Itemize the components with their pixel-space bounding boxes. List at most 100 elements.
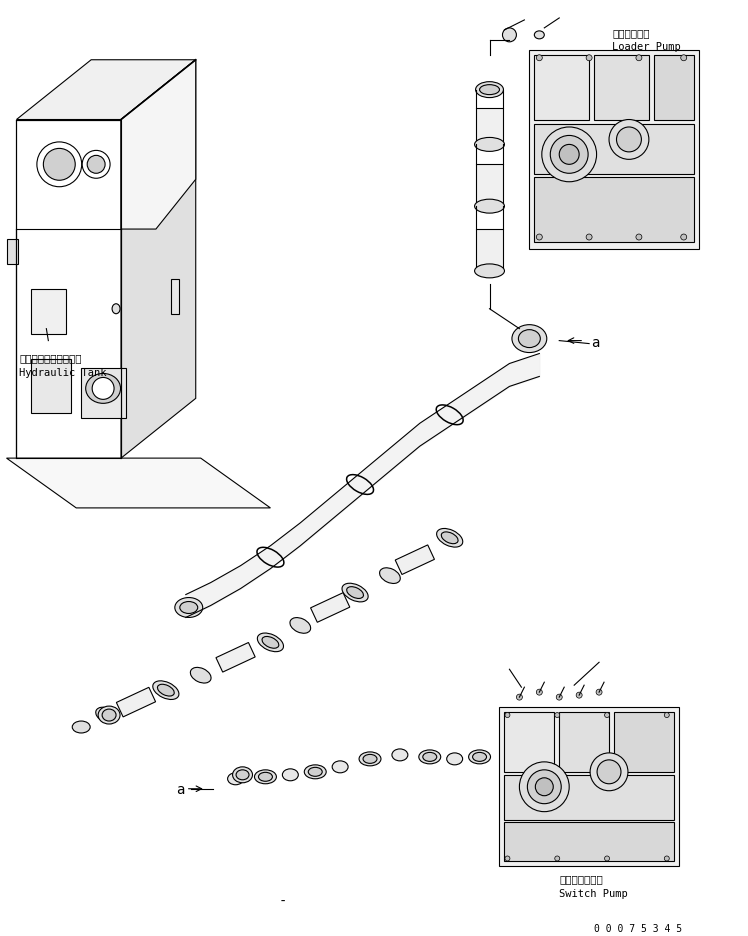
Ellipse shape <box>586 234 592 240</box>
Polygon shape <box>16 60 196 120</box>
Text: 0 0 0 7 5 3 4 5: 0 0 0 7 5 3 4 5 <box>594 924 682 934</box>
Ellipse shape <box>551 136 588 173</box>
Ellipse shape <box>304 765 326 779</box>
Ellipse shape <box>527 769 561 804</box>
Ellipse shape <box>476 81 503 97</box>
Ellipse shape <box>474 199 504 213</box>
Ellipse shape <box>308 768 322 776</box>
Ellipse shape <box>597 760 621 783</box>
Bar <box>171 279 179 314</box>
Polygon shape <box>310 592 350 622</box>
Ellipse shape <box>512 325 547 353</box>
Bar <box>534 55 589 120</box>
Ellipse shape <box>392 749 408 761</box>
Ellipse shape <box>346 587 364 598</box>
Ellipse shape <box>557 695 562 700</box>
Ellipse shape <box>519 762 569 812</box>
Ellipse shape <box>86 373 120 403</box>
Ellipse shape <box>473 753 486 761</box>
Ellipse shape <box>590 753 628 791</box>
Bar <box>7 239 19 264</box>
Ellipse shape <box>518 329 540 347</box>
Ellipse shape <box>560 144 579 165</box>
Ellipse shape <box>259 772 272 782</box>
Ellipse shape <box>233 767 253 782</box>
Ellipse shape <box>254 769 277 783</box>
Ellipse shape <box>290 618 310 634</box>
Bar <box>504 775 674 820</box>
Text: ローダポンプ: ローダポンプ <box>612 28 649 37</box>
Ellipse shape <box>102 709 116 721</box>
Bar <box>31 289 67 333</box>
Bar <box>476 165 503 204</box>
Text: Hydraulic Tank: Hydraulic Tank <box>19 369 107 378</box>
Polygon shape <box>121 60 196 229</box>
Ellipse shape <box>586 55 592 61</box>
Polygon shape <box>395 545 435 575</box>
Ellipse shape <box>536 689 542 695</box>
Ellipse shape <box>423 753 437 761</box>
Polygon shape <box>500 707 678 867</box>
Bar <box>614 712 674 772</box>
Ellipse shape <box>158 684 174 696</box>
Ellipse shape <box>441 532 458 544</box>
Text: a: a <box>591 336 599 349</box>
Ellipse shape <box>536 234 542 240</box>
Ellipse shape <box>342 583 368 602</box>
Ellipse shape <box>153 680 179 699</box>
Ellipse shape <box>262 636 279 649</box>
Ellipse shape <box>609 120 649 159</box>
Ellipse shape <box>92 377 114 400</box>
Text: スイッチポンプ: スイッチポンプ <box>560 874 603 885</box>
Polygon shape <box>121 60 196 458</box>
Ellipse shape <box>474 264 504 278</box>
Ellipse shape <box>332 761 348 773</box>
Ellipse shape <box>363 754 377 764</box>
Ellipse shape <box>604 712 610 718</box>
Polygon shape <box>16 120 121 458</box>
Text: ハイドロリックタンク: ハイドロリックタンク <box>19 354 82 363</box>
Ellipse shape <box>468 750 491 764</box>
Ellipse shape <box>505 712 510 718</box>
Bar <box>654 55 693 120</box>
Ellipse shape <box>419 750 441 764</box>
Bar <box>560 712 609 772</box>
Polygon shape <box>7 458 271 508</box>
Ellipse shape <box>536 778 554 796</box>
Ellipse shape <box>43 149 76 181</box>
Ellipse shape <box>479 84 500 95</box>
Ellipse shape <box>236 769 249 780</box>
Polygon shape <box>117 687 156 717</box>
Ellipse shape <box>555 856 560 861</box>
Ellipse shape <box>604 856 610 861</box>
Bar <box>476 108 503 142</box>
Bar <box>504 822 674 861</box>
Ellipse shape <box>359 752 381 766</box>
Ellipse shape <box>534 31 545 38</box>
Bar <box>82 369 126 418</box>
Ellipse shape <box>73 721 91 733</box>
Ellipse shape <box>505 856 510 861</box>
Ellipse shape <box>437 529 463 548</box>
Ellipse shape <box>190 667 211 683</box>
Ellipse shape <box>474 138 504 152</box>
Ellipse shape <box>98 706 120 724</box>
Ellipse shape <box>112 304 120 314</box>
Ellipse shape <box>636 234 642 240</box>
Ellipse shape <box>542 127 597 182</box>
Ellipse shape <box>664 712 669 718</box>
Ellipse shape <box>175 597 203 618</box>
Bar <box>534 124 693 174</box>
Ellipse shape <box>96 708 117 723</box>
Ellipse shape <box>82 151 110 178</box>
Text: -: - <box>278 895 286 909</box>
Ellipse shape <box>555 712 560 718</box>
Ellipse shape <box>596 689 602 695</box>
Bar <box>534 177 693 242</box>
Ellipse shape <box>88 155 105 173</box>
Bar <box>504 712 554 772</box>
Text: Loader Pump: Loader Pump <box>612 42 681 51</box>
Polygon shape <box>530 50 699 249</box>
Bar <box>31 358 71 414</box>
Ellipse shape <box>37 142 82 186</box>
